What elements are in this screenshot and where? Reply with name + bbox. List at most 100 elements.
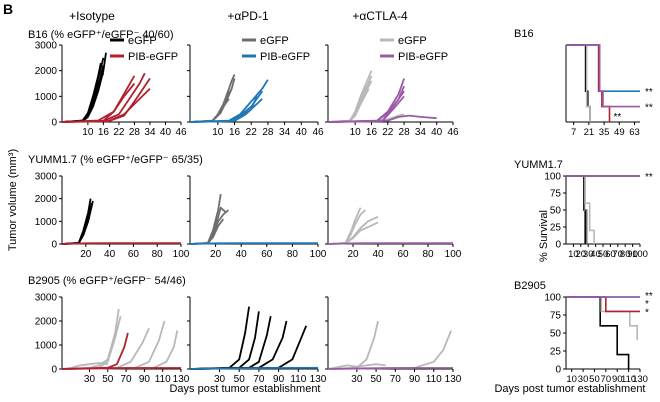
x-tick-label: 34 [279, 127, 291, 138]
x-tick-label: 20 [210, 249, 222, 260]
x-tick-label: 40 [296, 127, 308, 138]
y-tick-label: 2000 [35, 317, 58, 328]
x-tick-label: 80 [152, 249, 164, 260]
x-tick-label: 80 [287, 249, 299, 260]
survival-x-tick-label: 63 [629, 127, 640, 138]
x-tick-label: 60 [128, 249, 140, 260]
x-tick-label: 40 [236, 249, 248, 260]
x-tick-label: 110 [426, 374, 442, 385]
x-tick-label: 40 [431, 127, 443, 138]
column-header-ctla4: +αCTLA-4 [352, 9, 408, 23]
y-tick-label: 0 [51, 365, 57, 376]
x-tick-label: 70 [121, 374, 133, 385]
y-tick-label: 3000 [35, 41, 58, 52]
x-tick-label: 80 [422, 249, 434, 260]
y-tick-label: 0 [51, 118, 57, 129]
x-tick-label: 46 [447, 127, 459, 138]
x-tick-label: 110 [155, 374, 171, 385]
growth-curve-egfp [61, 52, 107, 123]
survival-x-tick-label: 30 [578, 374, 589, 385]
x-tick-label: 30 [84, 374, 96, 385]
survival-x-tick-label: 90 [612, 374, 623, 385]
y-tick-label: 0 [51, 240, 57, 251]
x-tick-label: 10 [82, 127, 94, 138]
y-tick-label: 2000 [35, 194, 58, 205]
legend-label: eGFP [260, 35, 289, 47]
survival-title: B16 [514, 28, 534, 40]
survival-x-tick-label: 60 [605, 249, 616, 260]
x-tick-label: 100 [173, 249, 190, 260]
y-axis-label: Tumor volume (mm³) [7, 149, 19, 251]
survival-x-tick-label: 110 [621, 374, 636, 385]
survival-curve [566, 44, 640, 108]
row-label-b16: B16 (% eGFP⁺/eGFP⁻ 40/60) [28, 29, 174, 41]
survival-curve [566, 175, 586, 244]
survival-x-tick-label: 35 [599, 127, 610, 138]
survival-title: YUMM1.7 [514, 159, 563, 171]
x-tick-label: 90 [139, 374, 151, 385]
x-tick-label: 20 [347, 249, 359, 260]
x-tick-label: 28 [129, 127, 141, 138]
significance-marker: * [645, 299, 649, 310]
x-tick-label: 46 [312, 127, 324, 138]
panel-letter: B [3, 1, 13, 17]
survival-x-tick-label: 50 [598, 249, 609, 260]
survival-curve [566, 296, 640, 313]
x-tick-label: 16 [366, 127, 378, 138]
growth-curve-egfp [189, 316, 272, 370]
survival-x-tick-label: 20 [576, 249, 587, 260]
legend-label: PIB-eGFP [260, 51, 310, 63]
y-tick-label: 1000 [35, 92, 58, 103]
survival-y-label: % Survival [538, 210, 550, 262]
x-tick-label: 60 [397, 249, 409, 260]
significance-marker: ** [645, 87, 653, 98]
x-tick-label: 20 [80, 249, 92, 260]
survival-x-tick-label: 40 [590, 249, 601, 260]
significance-marker: ** [614, 112, 622, 123]
growth-curve-egfp [327, 320, 379, 370]
survival-curve [566, 175, 595, 244]
growth-curve-egfp [189, 306, 250, 370]
x-tick-label: 22 [113, 127, 125, 138]
survival-x-label: Days post tumor establishment [494, 383, 645, 395]
growth-curve-egfp [189, 193, 222, 245]
x-tick-label: 10 [350, 127, 362, 138]
x-tick-label: 34 [144, 127, 156, 138]
survival-x-tick-label: 50 [589, 374, 600, 385]
growth-curve-pib-egfp [189, 242, 318, 245]
survival-curve [566, 296, 638, 341]
x-tick-label: 70 [390, 374, 402, 385]
column-header-isotype: +Isotype [69, 9, 115, 23]
x-tick-label: 130 [445, 374, 462, 385]
x-tick-label: 16 [98, 127, 110, 138]
survival-curve [566, 44, 640, 92]
x-tick-label: 50 [102, 374, 114, 385]
survival-x-tick-label: 30 [583, 249, 594, 260]
x-tick-label: 22 [382, 127, 394, 138]
x-tick-label: 40 [160, 127, 172, 138]
survival-y-tick-label: 25 [550, 347, 562, 358]
y-tick-label: 1000 [35, 217, 58, 228]
x-tick-label: 30 [214, 374, 226, 385]
survival-y-tick-label: 25 [550, 223, 562, 234]
survival-x-tick-label: 70 [601, 374, 612, 385]
x-tick-label: 30 [351, 374, 363, 385]
survival-curve [566, 44, 591, 122]
survival-y-tick-label: 0 [555, 240, 561, 251]
survival-x-tick-label: 90 [627, 249, 638, 260]
growth-curve-egfp [189, 320, 288, 370]
survival-x-tick-label: 70 [613, 249, 624, 260]
growth-curve-egfp [189, 206, 227, 245]
row-label-b2905: B2905 (% eGFP⁺/eGFP⁻ 54/46) [28, 275, 186, 287]
growth-curve-pib-egfp [61, 367, 181, 370]
x-tick-label: 50 [371, 374, 383, 385]
growth-curve-pib-egfp [327, 242, 453, 245]
x-tick-label: 130 [173, 374, 190, 385]
growth-curve-egfp [189, 311, 260, 370]
growth-curve-egfp [327, 207, 362, 245]
survival-x-tick-label: 7 [571, 127, 576, 138]
growth-curve-egfp [327, 363, 386, 370]
survival-curve [566, 296, 630, 369]
legend-label: eGFP [398, 35, 427, 47]
